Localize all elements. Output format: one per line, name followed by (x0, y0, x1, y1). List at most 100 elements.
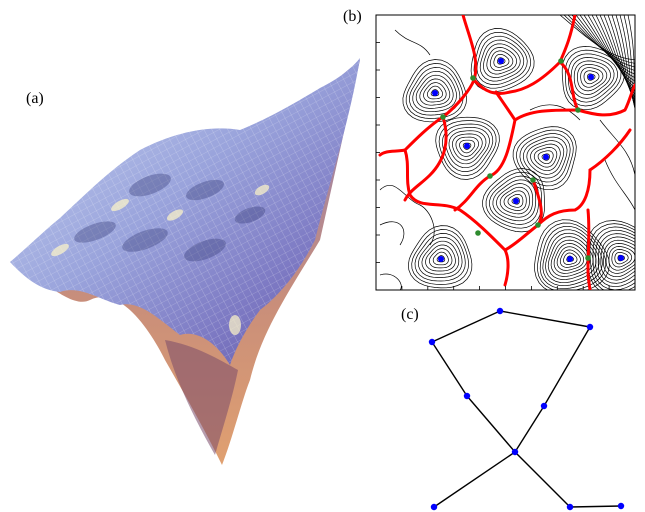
contour-line (436, 255, 446, 263)
contour-line (516, 129, 574, 187)
contour-line (529, 104, 581, 121)
contour-line (489, 175, 540, 225)
contour-line (503, 190, 527, 211)
minimum-point (438, 256, 444, 262)
contour-line (623, 15, 635, 111)
surface-highlights (51, 184, 270, 335)
minima-points (432, 58, 624, 262)
contour-line (428, 248, 453, 269)
contour-line (526, 140, 565, 175)
contour-line (570, 57, 615, 99)
contour-line (476, 35, 528, 85)
contour-line (541, 153, 550, 161)
contour-line (559, 249, 581, 268)
contour-line (479, 39, 525, 82)
contour-line (542, 229, 600, 287)
contour-line (452, 133, 483, 161)
contour-line (485, 171, 542, 229)
contour-line (573, 60, 611, 95)
contour-line (411, 229, 469, 285)
contour-line (627, 15, 635, 111)
contour-line (556, 246, 585, 271)
contour-line (462, 142, 472, 150)
contour-line (615, 15, 635, 107)
contour-line (599, 15, 635, 95)
minimum-point (498, 58, 504, 64)
contour-line (408, 225, 473, 289)
boundary-line (558, 60, 635, 117)
contour-line (414, 233, 466, 282)
minimum-point (464, 143, 470, 149)
contour-line (583, 70, 600, 85)
contour-line (597, 233, 635, 284)
connectivity-graph (428, 307, 625, 511)
contour-line (419, 78, 451, 106)
boundary-line (503, 168, 592, 252)
graph-edge (466, 395, 516, 453)
graph-edge (431, 341, 468, 397)
graph-edge (569, 505, 622, 508)
contour-line (418, 237, 463, 278)
contour-line (553, 243, 588, 274)
contour-line (412, 70, 457, 113)
contour-line (580, 67, 604, 88)
contour-line (425, 244, 456, 272)
panel-c-label: (c) (401, 306, 419, 323)
contour-line (402, 59, 467, 123)
boundary-line (403, 115, 448, 202)
graph-node (566, 503, 574, 511)
contour-line (430, 89, 440, 97)
contour-line (493, 53, 510, 68)
saddle-point (487, 173, 493, 179)
contour-line (470, 28, 535, 93)
minimum-point (567, 256, 573, 262)
saddle-point (575, 107, 581, 113)
contour-line (379, 221, 405, 246)
saddle-point (530, 177, 536, 183)
contour-line (537, 222, 607, 290)
saddle-point (535, 222, 541, 228)
contour-line (511, 197, 520, 205)
contour-line (497, 57, 506, 65)
boundary-line (494, 90, 517, 122)
boundary-line (472, 15, 577, 95)
contour-line (579, 15, 635, 79)
contour-line (564, 49, 622, 107)
contour-line (603, 15, 635, 99)
contour-line (423, 82, 447, 103)
contour-line (438, 120, 497, 176)
contour-line (587, 73, 596, 81)
minimum-point (618, 255, 624, 261)
contour-line (507, 193, 524, 208)
contour-line (604, 159, 635, 211)
contour-line (563, 252, 578, 265)
contour-line (587, 15, 635, 86)
contour-line (421, 240, 460, 275)
contour-line (415, 74, 454, 109)
contour-map (375, 14, 636, 291)
graph-node (430, 503, 438, 511)
saddle-point (558, 58, 564, 64)
graph-edge (499, 310, 591, 328)
graph-node (463, 392, 471, 400)
contour-line (522, 136, 568, 179)
contour-lines (379, 15, 635, 290)
boundary-line (531, 178, 543, 227)
graph-edges (431, 310, 622, 508)
saddle-point (470, 75, 476, 81)
boundary-line (403, 148, 510, 287)
saddle-point (585, 255, 591, 261)
contour-line (499, 186, 530, 215)
contour-line (448, 130, 487, 165)
contour-line (394, 29, 431, 56)
graph-edge (514, 451, 571, 508)
deep-well (165, 340, 238, 455)
contour-line (600, 236, 635, 281)
contour-line (611, 249, 633, 268)
graph-edge (543, 326, 591, 407)
contour-line (537, 150, 554, 165)
contour-line (592, 226, 635, 290)
minimum-point (513, 198, 519, 204)
contour-line (608, 246, 635, 271)
